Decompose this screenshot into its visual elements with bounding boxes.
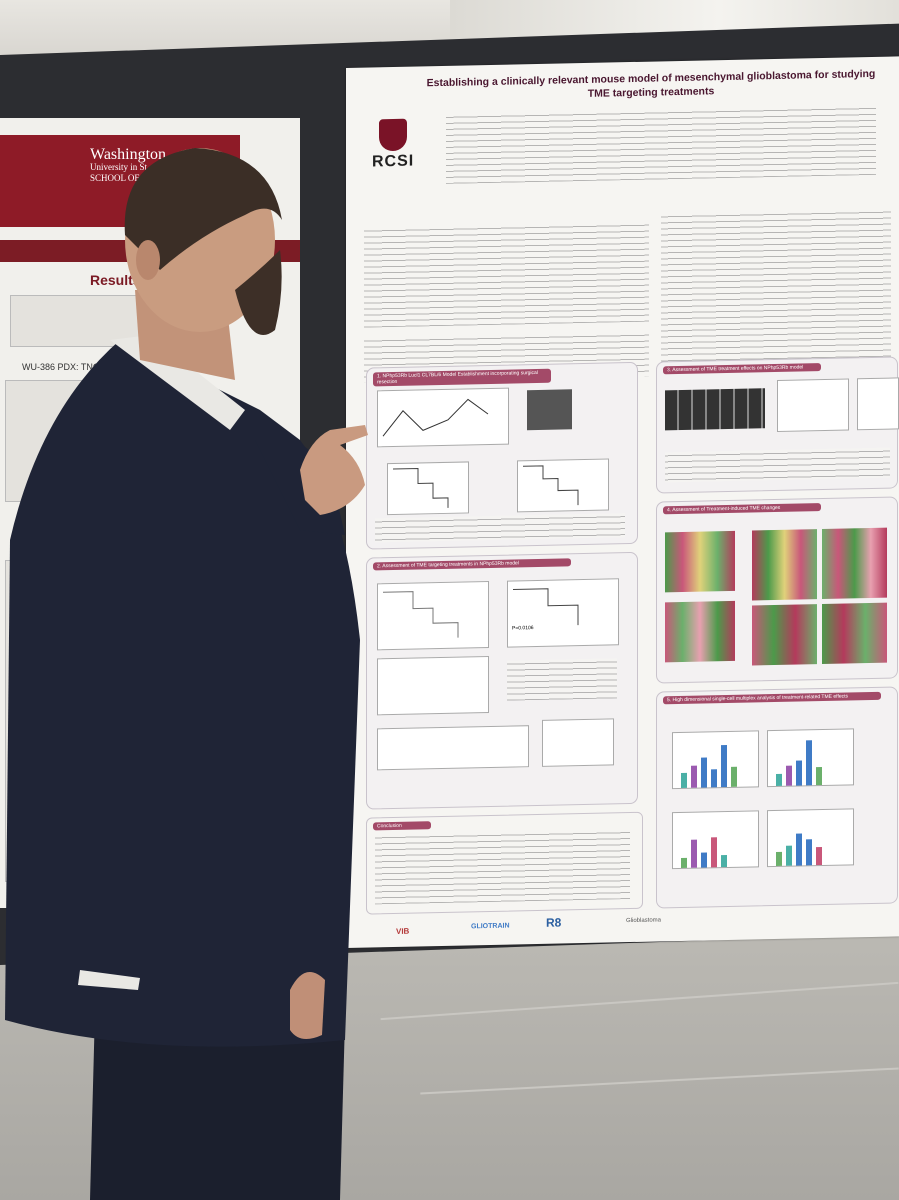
section-4-header: 4. Assessment of Treatment-induced TME c… — [663, 503, 821, 515]
timeline-plot — [377, 387, 509, 448]
hair — [124, 148, 282, 270]
section-2: 2. Assessment of TME targeting treatment… — [366, 551, 638, 810]
bar-chart-1 — [672, 730, 759, 790]
section-4: 4. Assessment of Treatment-induced TME c… — [656, 496, 898, 684]
survival-plot-1 — [387, 461, 469, 516]
heatmap-2 — [665, 600, 735, 663]
figure-2-caption — [507, 658, 617, 701]
heatmap-3 — [752, 529, 817, 601]
survival-plot-3 — [377, 581, 489, 651]
left-poster-figure-label: WU-386 PDX: TNGR — [22, 362, 107, 372]
bar-chart-4 — [767, 808, 854, 868]
timeline-line — [382, 398, 489, 437]
weight-plot — [857, 377, 899, 431]
heatmap-6 — [822, 602, 887, 665]
poster-authors — [446, 104, 876, 184]
heatmap-1 — [665, 530, 735, 593]
ear — [136, 240, 160, 280]
left-poster-institution: Washington University in St. SCHOOL OF M — [90, 146, 167, 184]
heatmap-5 — [752, 604, 817, 666]
section-3-header: 3. Assessment of TME treatment effects o… — [663, 363, 821, 375]
bar-chart-3 — [672, 810, 759, 870]
pointing-hand — [300, 425, 368, 515]
bar-chart-2 — [767, 728, 854, 788]
shirt-cuff — [78, 970, 140, 990]
beard — [235, 250, 282, 335]
section-1: 1. NPhp53Rb Lucl1 CL7BL/6 Model Establis… — [366, 361, 638, 550]
glioblastoma-logo: Glioblastoma — [626, 917, 662, 925]
heatmap-4 — [822, 527, 887, 600]
survival-plot-2 — [517, 458, 609, 513]
trousers — [90, 1010, 345, 1200]
bioluminescence-images — [665, 388, 765, 431]
section-5: 5. High dimensional single-cell multiple… — [656, 686, 898, 909]
survival-plot-4 — [507, 578, 619, 648]
person-viewing-poster — [5, 148, 368, 1200]
p-value-label: P=0.0106 — [512, 625, 534, 632]
poster-title: Establishing a clinically relevant mouse… — [426, 67, 876, 100]
survival-plot-6 — [542, 718, 614, 767]
figure-3-caption — [665, 447, 890, 483]
main-poster: Establishing a clinically relevant mouse… — [346, 56, 899, 948]
mri-image — [527, 389, 572, 431]
pocket-hand — [290, 972, 325, 1039]
gliotrain-logo: GLIOTRAIN — [471, 922, 510, 931]
r8-logo: R8 — [546, 915, 562, 930]
tumor-growth-plot — [777, 378, 849, 432]
section-3: 3. Assessment of TME treatment effects o… — [656, 356, 899, 494]
section-5-header: 5. High dimensional single-cell multiple… — [663, 691, 881, 705]
jacket — [5, 340, 360, 1047]
methods-text — [661, 208, 891, 374]
